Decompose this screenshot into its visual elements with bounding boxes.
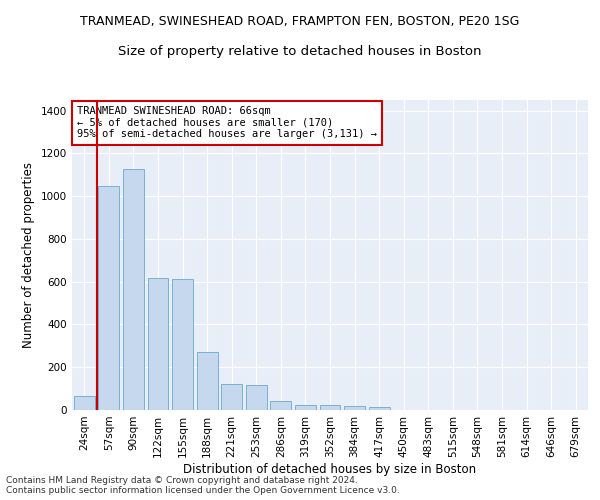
Bar [148,278,169,410]
Bar [368,407,389,410]
Bar [197,352,218,410]
Text: Size of property relative to detached houses in Boston: Size of property relative to detached ho… [118,45,482,58]
Bar [123,170,144,410]
Bar [295,404,316,410]
Bar [172,278,193,410]
Bar [74,396,95,410]
X-axis label: Distribution of detached houses by size in Boston: Distribution of detached houses by size … [184,462,476,475]
Bar [320,404,340,410]
Bar [221,384,242,410]
Bar [344,406,365,410]
Text: TRANMEAD, SWINESHEAD ROAD, FRAMPTON FEN, BOSTON, PE20 1SG: TRANMEAD, SWINESHEAD ROAD, FRAMPTON FEN,… [80,15,520,28]
Bar [246,386,267,410]
Y-axis label: Number of detached properties: Number of detached properties [22,162,35,348]
Bar [98,186,119,410]
Text: TRANMEAD SWINESHEAD ROAD: 66sqm
← 5% of detached houses are smaller (170)
95% of: TRANMEAD SWINESHEAD ROAD: 66sqm ← 5% of … [77,106,377,140]
Text: Contains HM Land Registry data © Crown copyright and database right 2024.
Contai: Contains HM Land Registry data © Crown c… [6,476,400,495]
Bar [271,402,292,410]
